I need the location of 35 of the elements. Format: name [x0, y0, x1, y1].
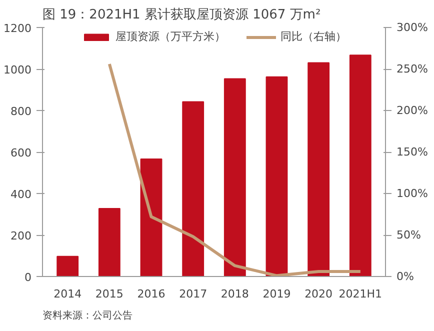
y-tick-label: 200 — [10, 230, 32, 242]
y2-tick-label: 100% — [396, 187, 428, 200]
bar — [308, 62, 330, 276]
y2-tick-label: 250% — [396, 62, 428, 76]
bar — [56, 256, 79, 276]
y-tick-label: 1000 — [4, 64, 32, 76]
x-tick-label: 2016 — [137, 288, 166, 300]
x-tick-label: 2015 — [95, 288, 124, 300]
line-series — [108, 62, 362, 276]
y-tick-label: 600 — [10, 146, 32, 160]
y2-tick-label: 300% — [396, 21, 428, 34]
y-tick-label: 1200 — [4, 22, 32, 35]
chart-title: 图 19：2021H1 累计获取屋顶资源 1067 万m² — [42, 8, 321, 22]
y-tick-label: 800 — [10, 105, 32, 118]
x-tick-label: 2018 — [220, 288, 249, 300]
bar — [182, 101, 204, 276]
x-tick-label: 2017 — [179, 288, 208, 300]
bar — [224, 78, 246, 276]
bar — [349, 54, 372, 276]
text: 资料来源：公司公告 — [42, 310, 132, 322]
y2-tick-label: 150% — [396, 146, 428, 158]
x-tick-label: 2020 — [304, 288, 333, 300]
y2-tick-label: 200% — [396, 104, 428, 117]
bar — [140, 158, 162, 276]
legend-label: 同比（右轴） — [280, 29, 346, 44]
bar — [98, 208, 120, 276]
x-tick-label: 2014 — [54, 288, 82, 300]
legend-label: 屋顶资源（万平方米） — [116, 29, 226, 44]
bar — [266, 76, 288, 276]
y2-tick-label: 50% — [396, 228, 421, 242]
y2-tick-label: 0% — [396, 270, 414, 283]
x-tick-label: 2019 — [262, 288, 291, 300]
x-tick-label: 2021H1 — [338, 288, 382, 300]
y-tick-label: 0 — [24, 271, 32, 284]
y-tick-label: 400 — [10, 188, 32, 201]
